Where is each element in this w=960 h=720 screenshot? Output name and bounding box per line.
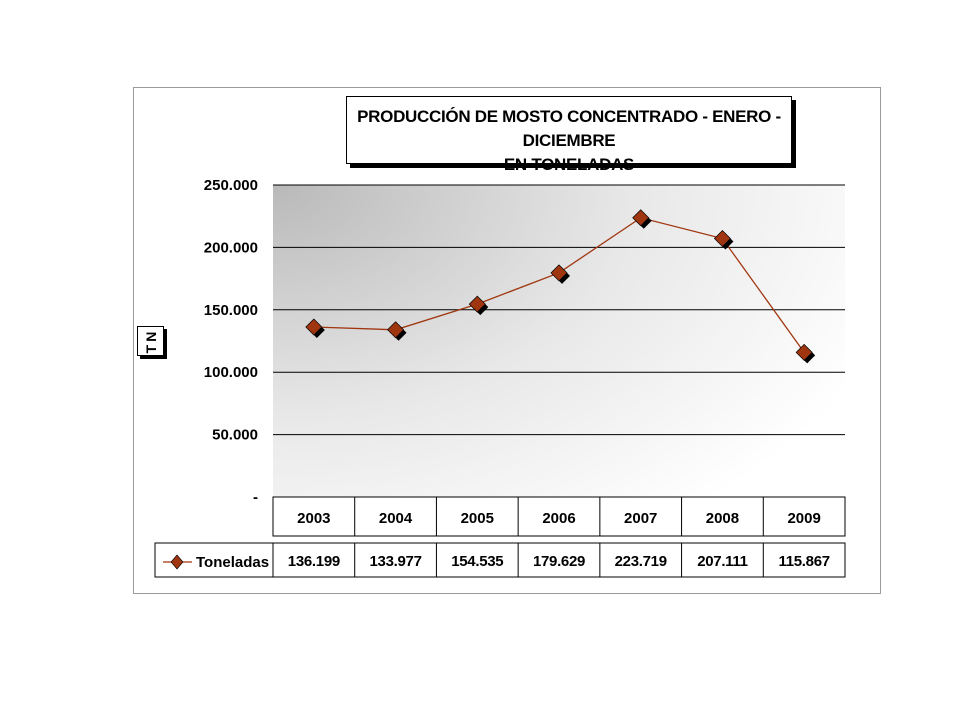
- y-axis-label: TN: [137, 326, 164, 356]
- data-point: [387, 321, 407, 341]
- data-value-label: 136.199: [288, 553, 340, 570]
- data-value-label: 207.111: [697, 553, 747, 570]
- data-value-label: 223.719: [615, 553, 667, 570]
- y-axis-label-text: TN: [142, 328, 159, 354]
- data-point: [795, 343, 816, 364]
- x-category-label: 2004: [379, 510, 413, 527]
- data-value-label: 115.867: [778, 553, 829, 570]
- data-value-label: 179.629: [533, 553, 585, 570]
- data-point: [550, 264, 570, 284]
- y-tick-label: 50.000: [212, 427, 258, 444]
- x-category-label: 2009: [787, 510, 820, 527]
- data-point: [713, 230, 734, 250]
- data-point: [632, 209, 652, 229]
- data-point-marker: [632, 209, 650, 227]
- plot-area: [273, 185, 845, 497]
- x-category-label: 2007: [624, 510, 657, 527]
- data-value-label: 133.977: [370, 553, 422, 570]
- y-tick-label: 150.000: [204, 302, 258, 319]
- y-tick-label: 200.000: [204, 239, 258, 256]
- data-point: [305, 318, 325, 339]
- data-point-marker: [713, 230, 731, 248]
- x-category-label: 2003: [297, 510, 330, 527]
- data-point-marker: [387, 321, 405, 339]
- x-category-label: 2006: [542, 510, 575, 527]
- legend-marker: [170, 554, 184, 570]
- chart-title-line2: EN TONELADAS: [503, 155, 635, 174]
- y-axis-ticks: - 50.000 100.000 150.000 200.000 250.000: [204, 177, 258, 506]
- data-point-marker: [550, 264, 568, 282]
- data-point-marker: [305, 318, 323, 336]
- data-value-label: 154.535: [451, 553, 503, 570]
- legend-label: Toneladas: [196, 554, 269, 571]
- y-tick-label: -: [253, 489, 258, 506]
- data-point-marker: [795, 343, 813, 361]
- data-table: 2003 136.199 2004 133.977 2005 154.535 2006 179…: [154, 496, 846, 578]
- grid-lines: [273, 184, 845, 436]
- x-category-label: 2005: [461, 510, 494, 527]
- data-point: [468, 295, 489, 316]
- chart-title-line1: PRODUCCIÓN DE MOSTO CONCENTRADO - ENERO …: [357, 107, 781, 150]
- y-tick-label: 100.000: [204, 364, 258, 381]
- series-markers: [305, 209, 816, 364]
- chart-title: PRODUCCIÓN DE MOSTO CONCENTRADO - ENERO …: [346, 96, 792, 174]
- y-tick-label: 250.000: [204, 177, 258, 194]
- data-point-marker: [468, 295, 486, 313]
- x-category-label: 2008: [706, 510, 739, 527]
